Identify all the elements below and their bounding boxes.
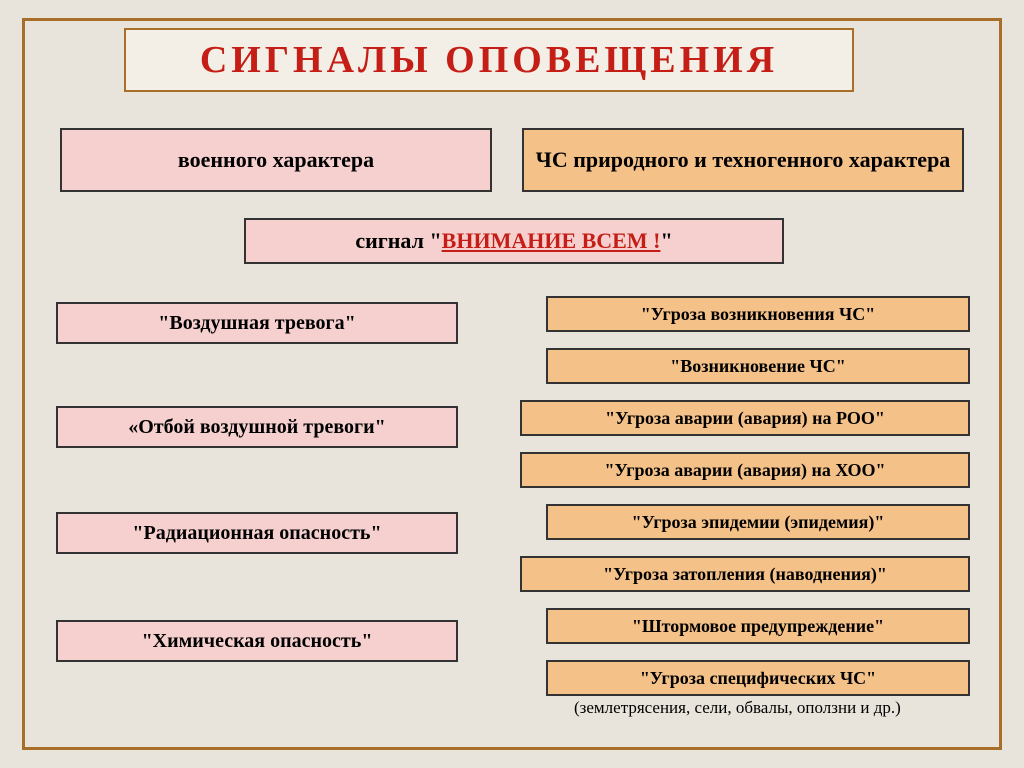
right-item-3: "Угроза аварии (авария) на ХОО" — [520, 452, 970, 488]
right-item-label: "Угроза затопления (наводнения)" — [603, 564, 887, 585]
right-item-label: "Штормовое предупреждение" — [632, 616, 884, 637]
left-item-3: "Химическая опасность" — [56, 620, 458, 662]
left-item-label: "Химическая опасность" — [142, 630, 373, 653]
right-item-label: "Угроза специфических ЧС" — [640, 668, 876, 689]
header-right-label: ЧС природного и техногенного характера — [536, 147, 951, 173]
left-item-label: "Радиационная опасность" — [132, 522, 381, 545]
signal-suffix: " — [660, 228, 672, 253]
right-item-label: "Возникновение ЧС" — [670, 356, 845, 377]
footnote: (землетрясения, сели, обвалы, оползни и … — [574, 698, 901, 718]
right-item-label: "Угроза аварии (авария) на РОО" — [605, 408, 885, 429]
signal-prefix: сигнал " — [355, 228, 441, 253]
right-item-2: "Угроза аварии (авария) на РОО" — [520, 400, 970, 436]
left-item-2: "Радиационная опасность" — [56, 512, 458, 554]
right-item-label: "Угроза эпидемии (эпидемия)" — [632, 512, 885, 533]
page-title: СИГНАЛЫ ОПОВЕЩЕНИЯ — [200, 38, 778, 82]
signal-main: ВНИМАНИЕ ВСЕМ ! — [442, 228, 661, 253]
left-item-label: «Отбой воздушной тревоги" — [128, 416, 385, 439]
right-item-5: "Угроза затопления (наводнения)" — [520, 556, 970, 592]
left-item-0: "Воздушная тревога" — [56, 302, 458, 344]
right-item-7: "Угроза специфических ЧС" — [546, 660, 970, 696]
right-item-6: "Штормовое предупреждение" — [546, 608, 970, 644]
header-right: ЧС природного и техногенного характера — [522, 128, 964, 192]
right-item-0: "Угроза возникновения ЧС" — [546, 296, 970, 332]
right-item-label: "Угроза аварии (авария) на ХОО" — [605, 460, 886, 481]
footnote-text: (землетрясения, сели, обвалы, оползни и … — [574, 698, 901, 717]
signal-text: сигнал "ВНИМАНИЕ ВСЕМ !" — [355, 228, 672, 254]
left-item-label: "Воздушная тревога" — [158, 312, 355, 335]
right-item-1: "Возникновение ЧС" — [546, 348, 970, 384]
left-item-1: «Отбой воздушной тревоги" — [56, 406, 458, 448]
header-left-label: военного характера — [178, 147, 374, 173]
right-item-label: "Угроза возникновения ЧС" — [641, 304, 875, 325]
right-item-4: "Угроза эпидемии (эпидемия)" — [546, 504, 970, 540]
header-left: военного характера — [60, 128, 492, 192]
title-box: СИГНАЛЫ ОПОВЕЩЕНИЯ — [124, 28, 854, 92]
signal-attention: сигнал "ВНИМАНИЕ ВСЕМ !" — [244, 218, 784, 264]
